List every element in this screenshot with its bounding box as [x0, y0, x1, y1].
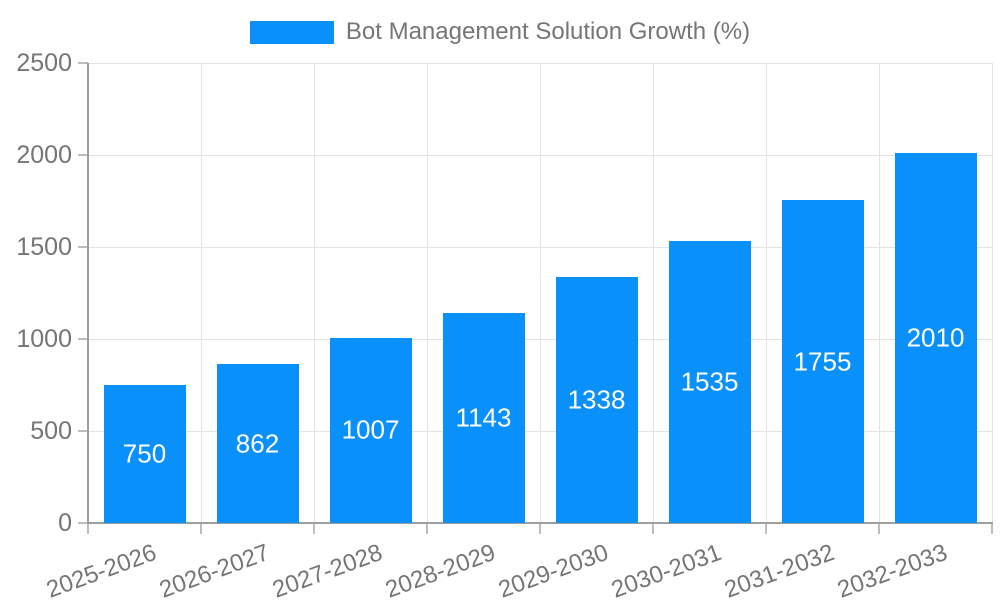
y-axis-tick-label: 500 — [30, 417, 72, 445]
bar — [103, 385, 186, 523]
y-axis-tick-mark — [78, 430, 88, 432]
x-axis-tick-label-text: 2027-2028 — [268, 539, 386, 600]
y-axis-tick-label: 2500 — [16, 49, 72, 77]
x-axis-tick-mark — [652, 523, 654, 534]
legend-label[interactable]: Bot Management Solution Growth (%) — [345, 18, 751, 45]
bar — [555, 276, 638, 523]
chart-legend[interactable]: Bot Management Solution Growth (%) — [0, 14, 1000, 50]
gridline-vertical — [652, 63, 654, 523]
x-axis-tick-label-text: 2028-2029 — [381, 539, 499, 600]
bar — [442, 312, 525, 523]
x-axis-line — [87, 522, 993, 524]
y-axis-tick-mark — [78, 246, 88, 248]
bar-value-label: 750 — [122, 438, 167, 469]
legend-swatch[interactable] — [249, 20, 334, 44]
y-axis-line — [87, 63, 89, 523]
y-axis-tick-mark — [78, 522, 88, 524]
x-axis-tick-mark — [878, 523, 880, 534]
bar — [216, 364, 299, 523]
gridline-vertical — [991, 63, 993, 523]
x-axis-tick-label-text: 2029-2030 — [494, 539, 612, 600]
x-axis-tick-label-text: 2026-2027 — [155, 539, 273, 600]
gridline-vertical — [426, 63, 428, 523]
x-axis-tick-label-text: 2030-2031 — [607, 539, 725, 600]
x-axis-tick-mark — [539, 523, 541, 534]
y-axis-tick-label: 1500 — [16, 233, 72, 261]
y-axis-tick-label: 1000 — [16, 325, 72, 353]
gridline-vertical — [878, 63, 880, 523]
y-axis-tick-label: 0 — [58, 509, 72, 537]
y-axis-tick-mark — [78, 338, 88, 340]
gridline-vertical — [765, 63, 767, 523]
bar — [894, 153, 977, 523]
y-axis-tick-mark — [78, 62, 88, 64]
y-axis-tick-label: 2000 — [16, 141, 72, 169]
x-axis-tick-mark — [200, 523, 202, 534]
gridline-vertical — [200, 63, 202, 523]
gridline-vertical — [313, 63, 315, 523]
bar-value-label: 2010 — [906, 322, 965, 353]
bar — [781, 200, 864, 523]
bar-value-label: 1143 — [455, 402, 512, 433]
x-axis-tick-mark — [991, 523, 993, 534]
bar-value-label: 1755 — [793, 346, 852, 377]
x-axis-tick-mark — [426, 523, 428, 534]
x-axis-tick-label-text: 2032-2033 — [833, 539, 951, 600]
x-axis-tick-mark — [87, 523, 89, 534]
x-axis-tick-mark — [313, 523, 315, 534]
x-axis-tick-label-text: 2031-2032 — [720, 539, 838, 600]
bar-value-label: 1007 — [341, 414, 400, 445]
x-axis-tick-label-text: 2025-2026 — [42, 539, 160, 600]
x-axis-tick-mark — [765, 523, 767, 534]
y-axis-tick-mark — [78, 154, 88, 156]
bar-value-label: 1535 — [680, 366, 739, 397]
bar-value-label: 862 — [235, 428, 280, 459]
bar-value-label: 1338 — [567, 384, 626, 415]
gridline-vertical — [539, 63, 541, 523]
bar — [329, 337, 412, 523]
bar — [668, 240, 751, 523]
